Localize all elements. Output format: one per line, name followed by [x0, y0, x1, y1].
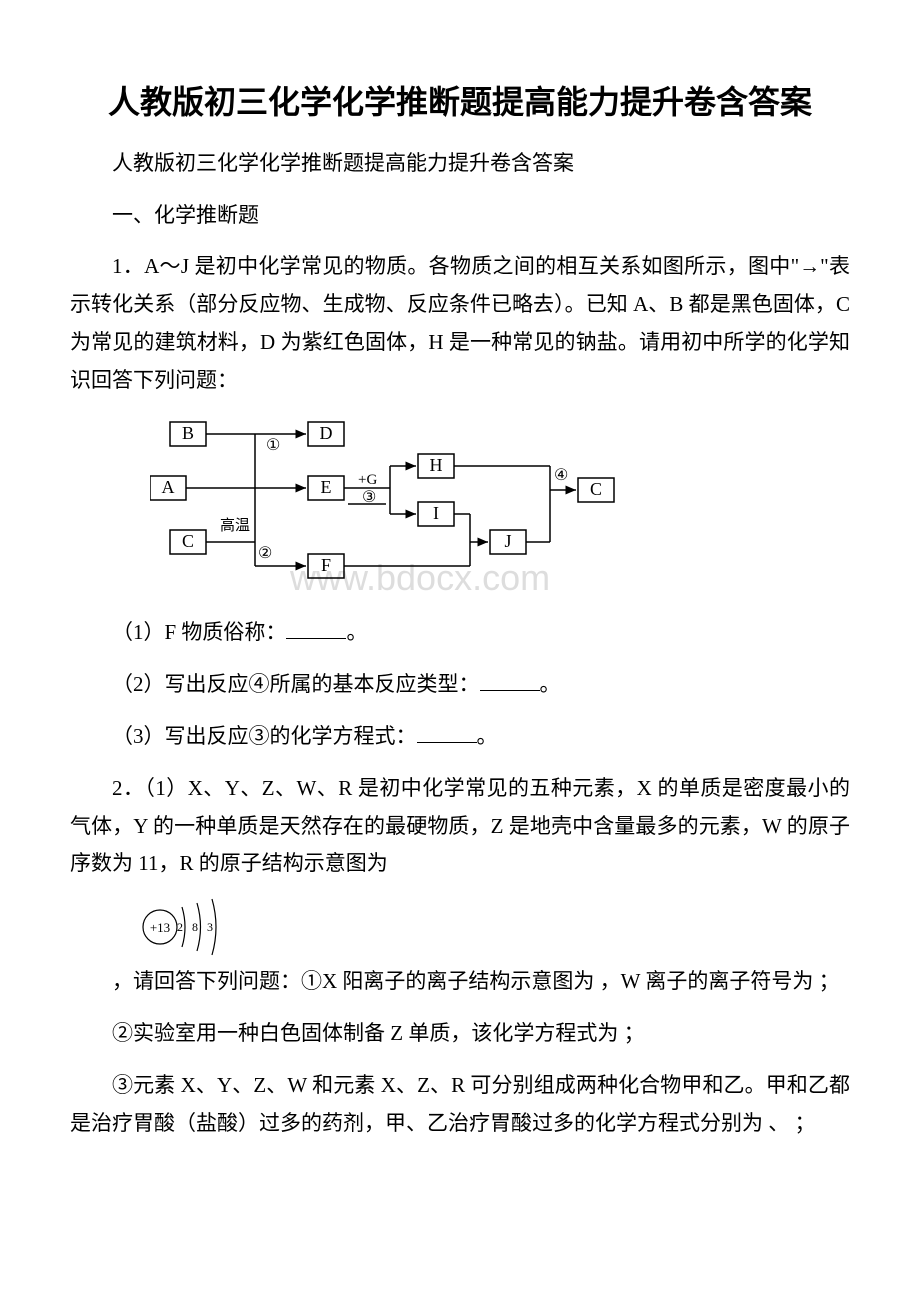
plus-g-label: +G — [358, 472, 377, 488]
box-c-label: C — [182, 531, 194, 551]
box-e-label: E — [321, 477, 332, 497]
box-f-label: F — [321, 555, 331, 575]
question-1-sub-2: （2）写出反应④所属的基本反应类型： 。 — [70, 666, 850, 704]
q1-sub3-prefix: （3）写出反应③的化学方程式： — [112, 724, 417, 748]
question-1-sub-1: （1）F 物质俗称： 。 — [70, 614, 850, 652]
question-1-sub-3: （3）写出反应③的化学方程式： 。 — [70, 718, 850, 756]
q1-sub2-prefix: （2）写出反应④所属的基本反应类型： — [112, 672, 480, 696]
subtitle: 人教版初三化学化学推断题提高能力提升卷含答案 — [70, 145, 850, 183]
atom-structure-diagram: +13 2 8 3 — [140, 897, 230, 957]
question-1-diagram-container: www.bdocx.com B A C D E F H I J C — [150, 414, 850, 605]
circled-2-label: ② — [258, 545, 272, 562]
box-i-label: I — [433, 503, 439, 523]
box-b-label: B — [182, 423, 194, 443]
question-1-intro: 1．A～J 是初中化学常见的物质。各物质之间的相互关系如图所示，图中"→"表示转… — [70, 248, 850, 399]
shell-3-label: 3 — [207, 920, 213, 934]
question-2-sub-1: ，请回答下列问题：①X 阳离子的离子结构示意图为 ，W 离子的离子符号为 ； — [70, 963, 850, 1001]
atom-nucleus-label: +13 — [150, 920, 170, 935]
blank-field — [286, 618, 346, 639]
circled-1-label: ① — [266, 437, 280, 454]
page-title: 人教版初三化学化学推断题提高能力提升卷含答案 — [70, 80, 850, 125]
question-2-sub-2: ②实验室用一种白色固体制备 Z 单质，该化学方程式为 ； — [70, 1015, 850, 1053]
box-d-label: D — [320, 423, 333, 443]
q1-sub1-suffix: 。 — [346, 620, 367, 644]
box-j-label: J — [504, 531, 511, 551]
flowchart-diagram: B A C D E F H I J C — [150, 414, 630, 594]
box-a-label: A — [162, 477, 175, 497]
q1-sub3-suffix: 。 — [477, 724, 498, 748]
section-heading: 一、化学推断题 — [70, 197, 850, 235]
blank-field — [417, 722, 477, 743]
shell-2-label: 8 — [192, 920, 198, 934]
q1-sub1-prefix: （1）F 物质俗称： — [112, 620, 286, 644]
question-2-part-1: 2．（1）X、Y、Z、W、R 是初中化学常见的五种元素，X 的单质是密度最小的气… — [70, 770, 850, 883]
question-2-sub-3: ③元素 X、Y、Z、W 和元素 X、Z、R 可分别组成两种化合物甲和乙。甲和乙都… — [70, 1067, 850, 1143]
box-h-label: H — [430, 455, 443, 475]
box-c2-label: C — [590, 479, 602, 499]
blank-field — [480, 670, 540, 691]
q1-sub2-suffix: 。 — [540, 672, 561, 696]
gaowen-label: 高温 — [220, 517, 250, 534]
circled-4-label: ④ — [554, 467, 568, 484]
shell-1-label: 2 — [177, 920, 183, 934]
